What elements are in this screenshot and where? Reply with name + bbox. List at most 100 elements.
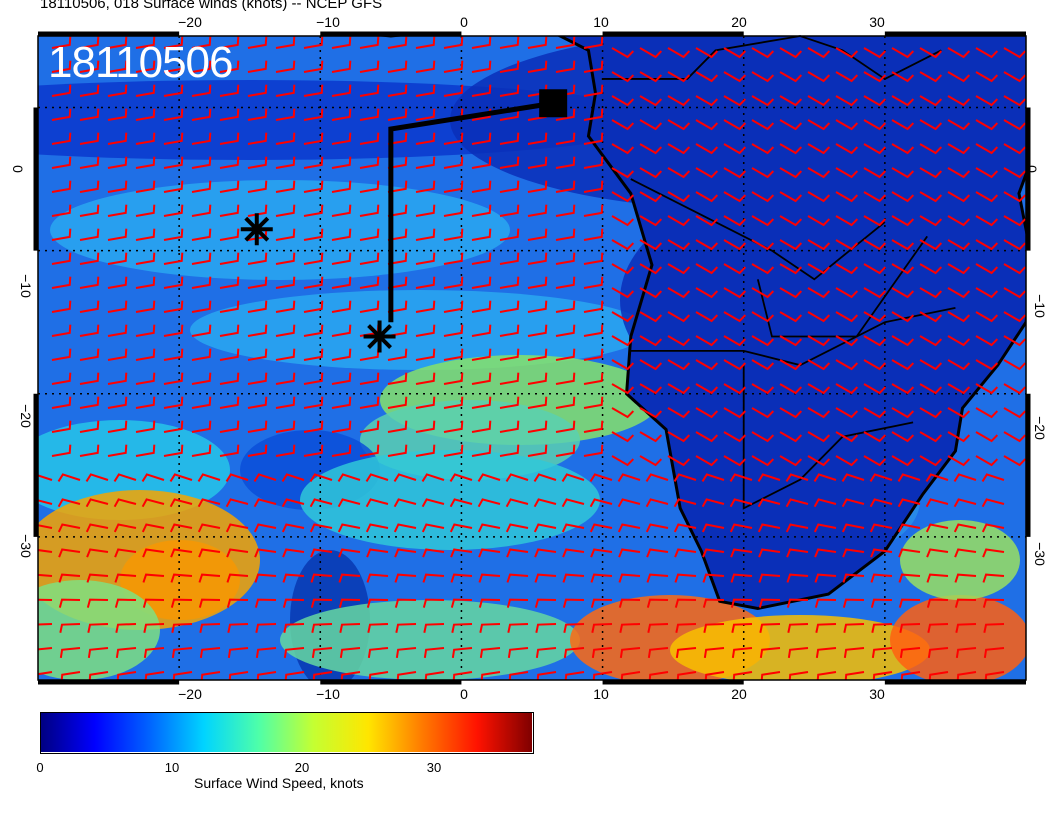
wind-barb — [527, 300, 548, 313]
wind-barb — [225, 473, 249, 482]
wind-barb — [113, 473, 137, 482]
wind-barb — [844, 671, 865, 680]
wind-barb — [779, 359, 803, 371]
wind-barb — [835, 215, 859, 227]
wind-barb — [86, 598, 109, 608]
colorbar-label: Surface Wind Speed, knots — [194, 775, 364, 791]
wind-barb — [135, 300, 156, 313]
wind-barb — [807, 431, 831, 443]
wind-barb — [807, 119, 831, 131]
wind-barb — [499, 276, 520, 289]
date-stamp: 18110506 — [48, 38, 233, 87]
wind-barb — [479, 623, 501, 633]
wind-barb — [589, 498, 613, 508]
wind-barb — [667, 311, 691, 323]
wind-barb — [86, 548, 109, 558]
wind-barb — [394, 573, 417, 583]
wind-barb — [227, 647, 249, 659]
wind-barb — [340, 671, 361, 680]
wind-barb — [337, 498, 361, 508]
wind-barb — [919, 383, 943, 395]
wind-barb — [863, 119, 887, 131]
wind-barb — [975, 431, 999, 443]
wind-barb — [975, 71, 999, 83]
wind-barb — [863, 95, 887, 107]
wind-barb — [891, 143, 915, 155]
wind-barb — [499, 372, 520, 385]
wind-barb — [247, 420, 268, 433]
wind-barb — [395, 623, 417, 633]
wind-barb — [947, 215, 971, 227]
wind-barb — [926, 548, 949, 558]
wind-barb — [527, 396, 548, 409]
wind-barb — [114, 573, 137, 583]
wind-barb — [807, 263, 831, 275]
wind-barb — [359, 132, 380, 145]
wind-barb — [163, 420, 184, 433]
wind-barb — [115, 623, 137, 633]
wind-barb — [639, 143, 663, 155]
wind-barb — [869, 473, 893, 482]
wind-barb — [947, 359, 971, 371]
wind-barb — [863, 263, 887, 275]
wind-barb — [198, 598, 221, 608]
wind-barb — [779, 191, 803, 203]
wind-barb — [309, 498, 333, 508]
wind-barb — [38, 598, 53, 608]
wind-barb — [387, 252, 408, 265]
wind-barb — [785, 473, 809, 482]
wind-barb — [163, 156, 184, 169]
wind-barb — [835, 407, 859, 419]
wind-barb — [702, 548, 725, 558]
wind-barb — [667, 287, 691, 299]
wind-barb — [947, 239, 971, 251]
wind-barb — [191, 252, 212, 265]
wind-barb — [191, 396, 212, 409]
wind-barb — [338, 573, 361, 583]
wind-barb — [617, 523, 641, 533]
wind-barb — [751, 119, 775, 131]
wind-barb — [359, 300, 380, 313]
wind-barb — [843, 647, 865, 659]
wind-barb — [704, 671, 725, 680]
wind-barb — [247, 276, 268, 289]
wind-barb — [471, 156, 492, 169]
wind-barb — [555, 276, 576, 289]
wind-barb — [639, 239, 663, 251]
wind-barb — [200, 671, 221, 680]
wind-barb — [835, 143, 859, 155]
wind-barb — [367, 647, 389, 659]
wind-barb — [695, 263, 719, 275]
wind-barb — [107, 84, 128, 97]
wind-barb — [171, 623, 193, 633]
wind-barb — [337, 523, 361, 533]
wind-barb — [723, 311, 747, 323]
wind-barb — [695, 383, 719, 395]
wind-barb — [619, 647, 641, 659]
wind-barb — [779, 119, 803, 131]
wind-barb — [275, 108, 296, 121]
wind-barb — [863, 47, 887, 59]
wind-barb — [870, 598, 893, 608]
wind-barb — [79, 396, 100, 409]
wind-barb — [751, 167, 775, 179]
wind-barb — [863, 359, 887, 371]
wind-barb — [947, 287, 971, 299]
wind-barb — [835, 167, 859, 179]
wind-barb — [107, 180, 128, 193]
wind-barb — [219, 228, 240, 241]
wind-barb — [925, 523, 949, 533]
wind-barb — [415, 132, 436, 145]
wind-barb — [730, 548, 753, 558]
wind-barb — [144, 671, 165, 680]
wind-barb — [219, 156, 240, 169]
wind-barb — [891, 215, 915, 227]
wind-barb — [247, 300, 268, 313]
wind-barb — [38, 473, 53, 482]
wind-barb — [1003, 71, 1026, 83]
wind-barb — [759, 647, 781, 659]
wind-barb — [835, 95, 859, 107]
wind-barb — [451, 647, 473, 659]
wind-barb — [387, 420, 408, 433]
wind-barb — [835, 263, 859, 275]
